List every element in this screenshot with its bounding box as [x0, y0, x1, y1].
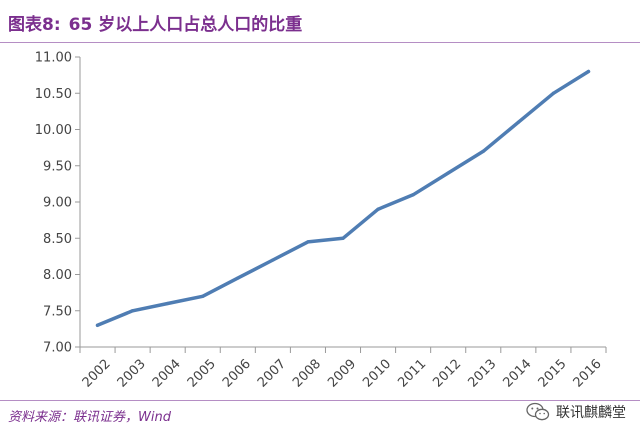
- x-tick-label: 2005: [185, 357, 219, 391]
- x-tick-label: 2004: [150, 357, 184, 391]
- series-group: [95, 69, 591, 328]
- series-line: [95, 69, 591, 328]
- y-tick-label: 10.00: [35, 123, 72, 138]
- data-point: [236, 276, 240, 280]
- data-point: [376, 207, 380, 211]
- x-tick-label: 2011: [395, 357, 429, 391]
- data-point: [95, 323, 100, 327]
- x-tick-label: 2014: [501, 357, 535, 391]
- x-tick-label: 2016: [571, 357, 605, 391]
- top-rule: [0, 42, 640, 43]
- x-tick-label: 2002: [80, 357, 114, 391]
- y-tick-label: 11.00: [35, 51, 72, 66]
- x-tick-label: 2003: [115, 357, 149, 391]
- x-axis: 2002 2003 2004 2005 2006 2007 2008 2009 2010 2011…: [79, 346, 607, 391]
- y-tick-label: 9.00: [43, 196, 72, 211]
- watermark: 联讯麒麟堂: [526, 402, 626, 422]
- data-point: [201, 294, 205, 298]
- watermark-text: 联讯麒麟堂: [556, 405, 626, 421]
- x-tick-label: 2008: [290, 357, 324, 391]
- x-tick-label: 2013: [465, 357, 499, 391]
- bottom-rule: [0, 400, 640, 401]
- line-chart: 7.007.508.008.509.009.5010.0010.5011.00 …: [35, 51, 607, 391]
- data-point: [586, 69, 591, 74]
- y-tick-label: 10.50: [35, 87, 72, 102]
- y-tick-label: 8.50: [43, 232, 72, 247]
- y-tick-label: 7.50: [43, 304, 72, 319]
- x-tick-label: 2009: [325, 357, 359, 391]
- data-point: [131, 309, 135, 313]
- y-tick-label: 8.00: [43, 268, 72, 283]
- data-point: [306, 240, 310, 244]
- data-point: [446, 171, 450, 175]
- x-tick-label: 2015: [536, 357, 570, 391]
- data-point: [516, 120, 520, 124]
- data-point: [341, 236, 345, 240]
- x-tick-label: 2010: [360, 357, 394, 391]
- data-point: [271, 258, 275, 262]
- data-point: [411, 193, 415, 197]
- data-point: [166, 301, 170, 306]
- y-axis: 7.00 7.50 8.00 8.50 9.00 9.50 10.00 10.50 11.00: [35, 51, 81, 356]
- chart-title: 图表8: 65 岁以上人口占总人口的比重: [8, 10, 302, 35]
- data-point: [551, 91, 556, 95]
- figure-title: 65 岁以上人口占总人口的比重: [68, 15, 303, 35]
- y-tick-label: 9.50: [43, 159, 72, 174]
- x-tick-label: 2012: [430, 357, 464, 391]
- x-tick-label: 2007: [255, 357, 289, 391]
- x-tick-label: 2006: [220, 357, 254, 391]
- figure-label: 图表8:: [8, 15, 61, 35]
- data-point: [481, 149, 485, 153]
- source-note: 资料来源：联讯证券，Wind: [8, 410, 171, 425]
- y-tick-label: 7.00: [43, 341, 72, 356]
- wechat-icon: [526, 402, 550, 421]
